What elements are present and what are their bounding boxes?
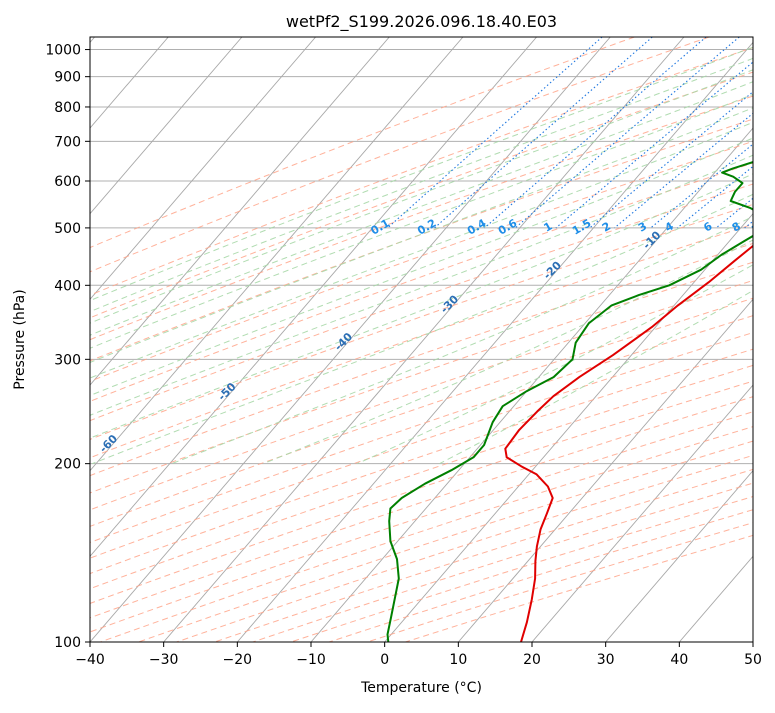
- y-axis: 100 200 300 400 500 600 700 800 900 1000: [45, 43, 90, 651]
- mixing-ratio-label: 1: [541, 220, 554, 235]
- mixing-ratio-label: 6: [701, 219, 714, 234]
- grid-layer: [0, 37, 775, 642]
- isotherm-line: [0, 37, 316, 642]
- series-layer: [388, 124, 775, 642]
- isotherm-line: [164, 37, 684, 642]
- y-tick-label: 900: [54, 70, 81, 86]
- isotherm-line: [237, 37, 757, 642]
- x-tick-label: 20: [523, 652, 541, 668]
- y-tick-label: 600: [54, 174, 81, 190]
- x-tick-label: 10: [449, 652, 467, 668]
- dry-adiabat-line: [215, 37, 775, 642]
- dry-adiabat-line: [100, 37, 775, 642]
- mixing-ratio-label: 10: [749, 217, 769, 236]
- moist-adiabat-line: [0, 37, 775, 464]
- moist-adiabat-line: [0, 37, 775, 464]
- x-tick-label: −30: [149, 652, 179, 668]
- x-tick-label: 0: [380, 652, 389, 668]
- mixing-ratio-line: [716, 37, 775, 228]
- mixing-ratio-line: [485, 37, 707, 228]
- mixing-ratio-label: 3: [636, 220, 649, 235]
- y-axis-label: Pressure (hPa): [12, 289, 28, 389]
- isotherm-label: -50: [215, 380, 238, 403]
- moist-adiabat-line: [0, 37, 775, 464]
- x-tick-label: 40: [670, 652, 688, 668]
- mixing-ratio-line: [388, 37, 602, 228]
- x-tick-label: −20: [223, 652, 253, 668]
- moist-adiabat-line: [0, 37, 775, 464]
- isotherm-label: -40: [332, 330, 355, 353]
- mixing-ratio-label: 1.5: [570, 217, 593, 238]
- x-tick-label: 30: [597, 652, 615, 668]
- mixing-ratio-label: 0.2: [415, 217, 438, 238]
- x-axis: −40 −30 −20 −10 0 10 20 30 40 50: [75, 642, 762, 668]
- moist-adiabat-line: [26, 37, 775, 464]
- y-tick-label: 500: [54, 221, 81, 237]
- mixing-ratio-label: 4: [663, 219, 676, 234]
- y-tick-label: 100: [54, 635, 81, 651]
- mixing-ratio-label: 0.4: [465, 216, 489, 237]
- chart-title: wetPf2_S199.2026.096.18.40.E03: [286, 12, 557, 32]
- x-axis-label: Temperature (°C): [360, 680, 482, 696]
- plot-frame: [90, 37, 753, 642]
- y-tick-label: 400: [54, 278, 81, 294]
- isotherm-label: -70: [0, 479, 6, 502]
- moist-adiabat-line: [0, 37, 775, 464]
- moist-adiabat-line: [172, 37, 775, 464]
- y-tick-label: 700: [54, 134, 81, 150]
- dry-adiabat-line: [177, 37, 775, 642]
- moist-adiabat-line: [0, 37, 775, 464]
- moist-adiabat-line: [0, 37, 775, 464]
- isotherm-line: [0, 37, 242, 642]
- y-tick-label: 800: [54, 100, 81, 116]
- dry-adiabat-line: [0, 37, 634, 642]
- x-tick-label: −40: [75, 652, 105, 668]
- x-tick-label: −10: [296, 652, 326, 668]
- y-tick-label: 1000: [45, 43, 81, 59]
- dry-adiabat-line: [24, 37, 775, 642]
- isotherm-line: [0, 37, 389, 642]
- moist-adiabat-line: [0, 37, 775, 464]
- dry-adiabat-line: [253, 37, 775, 642]
- x-tick-label: 50: [744, 652, 762, 668]
- mixing-ratio-label: 0.6: [496, 216, 520, 237]
- y-tick-label: 300: [54, 352, 81, 368]
- isotherm-line: [311, 37, 775, 642]
- isotherm-line: [385, 37, 775, 642]
- mixing-ratio-label: 2: [600, 220, 613, 235]
- mixing-ratio-label: 0.1: [368, 217, 391, 238]
- y-tick-label: 200: [54, 457, 81, 473]
- mixing-ratio-line: [767, 37, 775, 228]
- dry-adiabat-line: [405, 37, 775, 642]
- dry-adiabat-line: [291, 37, 775, 642]
- isotherm-line: [753, 37, 775, 642]
- moist-adiabat-line: [0, 37, 775, 464]
